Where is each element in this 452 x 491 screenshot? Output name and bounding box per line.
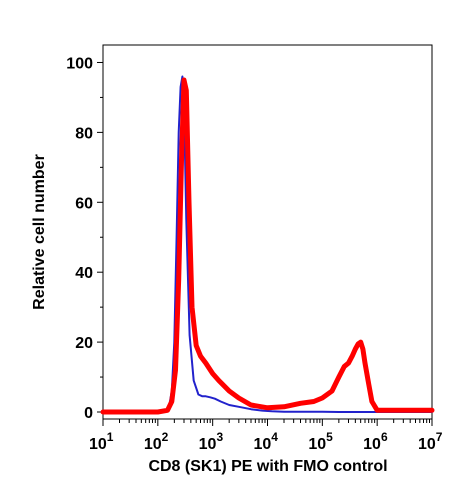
x-tick-base: 10 [363,436,381,453]
x-tick-exponent: 2 [162,430,169,444]
x-tick-label: 103 [199,430,224,453]
x-tick-base: 10 [254,436,272,453]
y-axis-label: Relative cell number [31,154,48,310]
x-tick-exponent: 6 [381,430,388,444]
x-tick-base: 10 [308,436,326,453]
x-tick-label: 106 [363,430,388,453]
x-tick-label: 107 [418,430,443,453]
x-tick-exponent: 7 [436,430,443,444]
x-axis-ticks: 101 102 103 104 105 106 107 [89,419,443,453]
series-line-fmo-control [102,75,433,413]
x-tick-base: 10 [144,436,162,453]
y-tick-label: 20 [75,335,93,352]
x-tick-base: 10 [199,436,217,453]
plot-frame [102,44,433,420]
y-tick-label: 80 [75,125,93,142]
x-tick-exponent: 3 [216,430,223,444]
x-tick-label: 104 [254,430,279,453]
x-tick-label: 105 [308,430,333,453]
y-tick-label: 100 [66,55,93,72]
x-tick-base: 10 [418,436,436,453]
x-tick-exponent: 5 [326,430,333,444]
x-tick-exponent: 1 [107,430,114,444]
x-tick-label: 102 [144,430,169,453]
series-group [100,75,435,415]
x-axis-label: CD8 (SK1) PE with FMO control [148,458,387,475]
y-tick-label: 60 [75,195,93,212]
series-line-cd8-stain [100,77,435,415]
y-axis-ticks: 0 20 40 60 80 100 [66,55,103,422]
x-tick-exponent: 4 [271,430,278,444]
x-tick-base: 10 [89,436,107,453]
x-tick-label: 101 [89,430,114,453]
y-tick-label: 0 [84,405,93,422]
y-tick-label: 40 [75,265,93,282]
